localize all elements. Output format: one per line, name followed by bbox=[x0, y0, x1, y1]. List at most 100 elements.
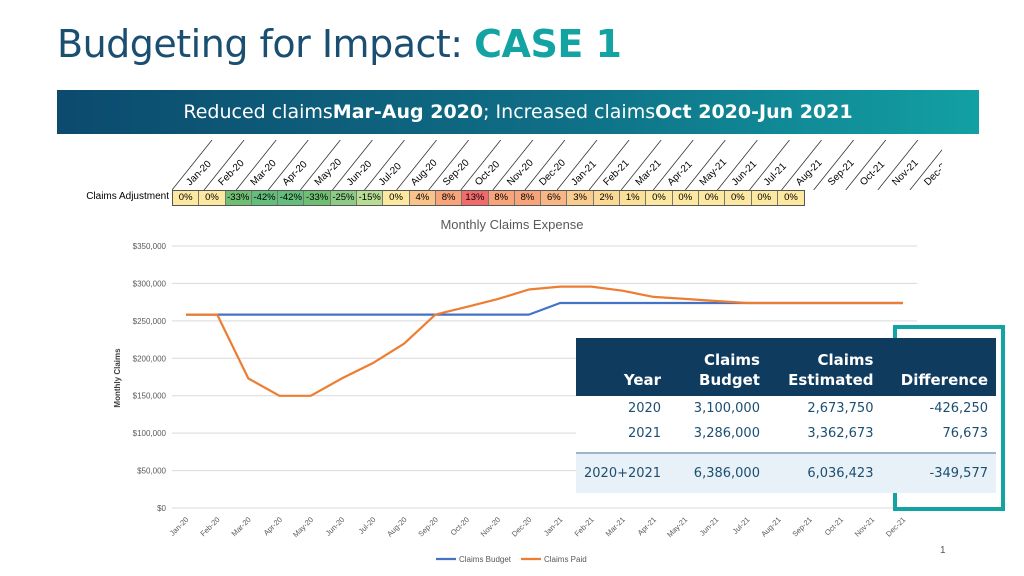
y-tick-label: $0 bbox=[157, 504, 166, 513]
summary-table-box: Year Claims Budget Claims Estimated Diff… bbox=[576, 338, 996, 493]
x-tick-label: Sep-20 bbox=[416, 515, 439, 538]
cell-difference: -426,250 bbox=[929, 401, 988, 416]
cell-budget: 3,286,000 bbox=[693, 426, 760, 441]
adjustment-row-label: Claims Adjustment bbox=[86, 191, 169, 202]
x-tick-label: Mar-20 bbox=[230, 515, 253, 538]
y-tick-label: $300,000 bbox=[133, 279, 167, 288]
y-tick-label: $50,000 bbox=[137, 467, 166, 476]
x-tick-label: Jan-21 bbox=[542, 515, 565, 538]
header-divider bbox=[685, 140, 726, 190]
x-tick-label: Aug-21 bbox=[759, 515, 782, 538]
x-tick-label: Feb-20 bbox=[198, 515, 221, 538]
x-tick-label: Oct-21 bbox=[823, 515, 845, 537]
cell-estimated: 3,362,673 bbox=[807, 426, 874, 441]
scenario-banner: Reduced claims Mar-Aug 2020; Increased c… bbox=[57, 90, 979, 134]
adjustment-cell: -42% bbox=[251, 191, 279, 205]
x-tick-label: Dec-21 bbox=[884, 515, 907, 538]
header-claims-budget: Claims Budget bbox=[669, 338, 768, 396]
cell-estimated: 2,673,750 bbox=[807, 401, 874, 416]
adjustment-cell: 2% bbox=[593, 191, 621, 205]
table-row: 2021 3,286,000 3,362,673 76,673 bbox=[576, 421, 996, 446]
adjustment-cell: 0% bbox=[777, 191, 805, 205]
adjustment-cell: -25% bbox=[330, 191, 358, 205]
banner-bold-1: Mar-Aug 2020 bbox=[332, 101, 484, 123]
adjustment-cell: 4% bbox=[409, 191, 436, 205]
x-tick-label: Apr-20 bbox=[262, 515, 284, 537]
cell-budget: 6,386,000 bbox=[669, 452, 768, 493]
x-tick-label: Dec-20 bbox=[510, 515, 533, 538]
header-difference: Difference bbox=[881, 338, 996, 396]
adjustment-cell: 0% bbox=[646, 191, 673, 205]
legend-label: Claims Paid bbox=[544, 555, 587, 564]
adjustment-cell: 0% bbox=[751, 191, 778, 205]
header-divider bbox=[172, 140, 213, 190]
x-tick-label: Jul-21 bbox=[731, 515, 752, 536]
header-divider bbox=[749, 140, 790, 190]
banner-text-2: ; Increased claims bbox=[483, 101, 656, 123]
adjustment-cell: 0% bbox=[173, 191, 200, 205]
y-tick-label: $150,000 bbox=[133, 392, 167, 401]
x-tick-label: Oct-20 bbox=[449, 515, 471, 537]
cell-difference: -349,577 bbox=[881, 452, 996, 493]
cell-year: 2020 bbox=[627, 401, 662, 416]
header-divider bbox=[332, 140, 373, 190]
adjustment-cell: 8% bbox=[488, 191, 515, 205]
banner-bold-2: Oct 2020-Jun 2021 bbox=[655, 101, 853, 123]
header-divider bbox=[267, 140, 309, 190]
header-divider bbox=[813, 140, 854, 190]
y-tick-label: $250,000 bbox=[133, 317, 167, 326]
x-tick-label: Jun-21 bbox=[698, 515, 721, 538]
title-prefix: Budgeting for Impact: bbox=[57, 22, 475, 66]
adjustment-cell: -33% bbox=[225, 191, 252, 205]
adjustment-cell: 3% bbox=[567, 191, 594, 205]
header-divider bbox=[781, 140, 822, 190]
x-tick-label: Nov-20 bbox=[479, 515, 502, 538]
x-tick-label: Sep-21 bbox=[790, 515, 813, 538]
legend-label: Claims Budget bbox=[459, 555, 512, 564]
y-tick-label: $100,000 bbox=[133, 429, 167, 438]
header-divider bbox=[364, 140, 405, 190]
header-divider bbox=[428, 140, 469, 190]
adjustment-month-headers: Jan-20 Feb-20 Mar-20 Apr-20 May-20 Jun-20 Jul-… bbox=[172, 140, 942, 190]
header-claims-estimated: Claims Estimated bbox=[767, 338, 882, 396]
adjustment-cell: 0% bbox=[383, 191, 410, 205]
header-divider bbox=[620, 140, 662, 190]
cell-year: 2021 bbox=[627, 426, 662, 441]
adjustment-cell: 0% bbox=[698, 191, 726, 205]
banner-text-1: Reduced claims bbox=[183, 101, 333, 123]
summary-header-row: Year Claims Budget Claims Estimated Diff… bbox=[576, 338, 996, 396]
adjustment-cell: -42% bbox=[278, 191, 305, 205]
adjustment-cell: 0% bbox=[725, 191, 752, 205]
x-tick-label: May-21 bbox=[665, 515, 689, 539]
cell-estimated: 6,036,423 bbox=[767, 452, 882, 493]
header-divider bbox=[492, 140, 534, 190]
x-tick-label: Mar-21 bbox=[604, 515, 627, 538]
y-tick-label: $350,000 bbox=[133, 242, 167, 251]
table-total-row: 2020+2021 6,386,000 6,036,423 -349,577 bbox=[576, 452, 996, 493]
adjustment-row: 0% 0% -33% -42% -42% -33% -25% -15% 0% 4% 8% 13% 8% 8… bbox=[172, 190, 806, 206]
header-divider bbox=[460, 140, 502, 190]
y-tick-label: $200,000 bbox=[133, 354, 167, 363]
adjustment-cell: 0% bbox=[199, 191, 226, 205]
adjustment-cell: -33% bbox=[304, 191, 331, 205]
adjustment-cell: 13% bbox=[462, 191, 489, 205]
header-divider bbox=[300, 140, 341, 190]
header-divider bbox=[203, 140, 245, 190]
series-line-claims-paid bbox=[186, 285, 903, 397]
header-divider bbox=[877, 140, 919, 190]
adjustment-cell: 6% bbox=[541, 191, 568, 205]
x-tick-label: Nov-21 bbox=[853, 515, 876, 538]
header-divider bbox=[524, 140, 566, 190]
table-row: 2020 3,100,000 2,673,750 -426,250 bbox=[576, 396, 996, 421]
x-tick-label: Jan-20 bbox=[168, 515, 191, 538]
header-divider bbox=[396, 140, 437, 190]
header-divider bbox=[235, 140, 277, 190]
header-divider bbox=[652, 140, 694, 190]
header-divider bbox=[909, 149, 942, 190]
adjustment-cell: -15% bbox=[357, 191, 384, 205]
adjustment-cell: 0% bbox=[672, 191, 699, 205]
header-divider bbox=[556, 140, 598, 190]
x-tick-label: Jun-20 bbox=[324, 515, 347, 538]
x-tick-label: Feb-21 bbox=[573, 515, 596, 538]
